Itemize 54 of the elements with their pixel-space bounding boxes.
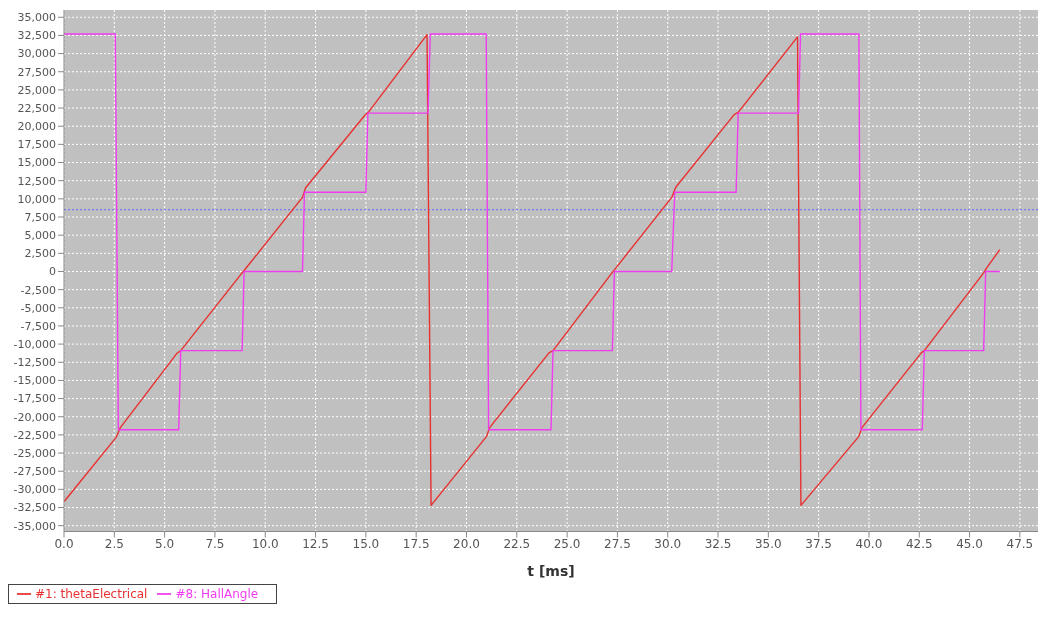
y-tick-label: 22,500 xyxy=(17,101,56,115)
y-tick-label: -2,500 xyxy=(20,283,56,297)
y-tick-label: -10,000 xyxy=(13,338,56,352)
x-tick-label: 37.5 xyxy=(805,537,833,552)
x-tick-label: 10.0 xyxy=(251,537,279,552)
legend-label: #8: HallAngle xyxy=(175,586,259,601)
y-tick-label: -15,000 xyxy=(13,374,56,388)
y-tick-label: 2,500 xyxy=(24,247,56,261)
x-tick-label: 30.0 xyxy=(654,537,682,552)
y-tick-label: 17,500 xyxy=(17,138,56,152)
x-tick-label: 32.5 xyxy=(704,537,732,552)
y-tick-label: 27,500 xyxy=(17,65,56,79)
x-tick-label: 27.5 xyxy=(604,537,631,552)
y-tick-label: -30,000 xyxy=(13,483,56,497)
y-tick-label: 0 xyxy=(49,265,56,279)
x-tick-label: 35.0 xyxy=(754,537,782,552)
x-tick-label: 0.0 xyxy=(54,537,74,552)
x-tick-label: 22.5 xyxy=(503,537,531,552)
y-tick-label: 10,000 xyxy=(17,192,56,206)
x-tick-label: 20.0 xyxy=(453,537,480,552)
x-tick-label: 7.5 xyxy=(205,537,225,552)
y-tick-label: -17,500 xyxy=(13,392,56,406)
y-tick-label: 32,500 xyxy=(17,29,56,43)
y-tick-label: 12,500 xyxy=(17,174,56,188)
y-tick-label: -12,500 xyxy=(13,356,56,370)
y-tick-label: -22,500 xyxy=(13,428,56,442)
y-tick-label: 25,000 xyxy=(17,83,56,97)
x-tick-label: 15.0 xyxy=(352,537,380,552)
y-tick-label: -7,500 xyxy=(20,319,56,333)
line-series xyxy=(64,33,1001,431)
line-series xyxy=(64,34,1001,507)
x-tick-label: 2.5 xyxy=(104,537,124,552)
x-axis-title: t [ms] xyxy=(527,562,575,579)
legend-label: #1: thetaElectrical xyxy=(35,586,148,601)
y-tick-label: 5,000 xyxy=(24,229,56,243)
y-tick-label: -20,000 xyxy=(13,410,56,424)
y-tick-label: -35,000 xyxy=(13,519,56,533)
y-tick-label: 15,000 xyxy=(17,156,56,170)
x-tick-label: 17.5 xyxy=(402,537,430,552)
y-tick-label: 35,000 xyxy=(17,11,56,25)
x-tick-label: 25.0 xyxy=(553,537,581,552)
y-tick-label: 20,000 xyxy=(17,120,56,134)
x-tick-label: 47.5 xyxy=(1006,537,1034,552)
y-tick-label: -5,000 xyxy=(20,301,56,315)
y-tick-label: 7,500 xyxy=(24,210,56,224)
y-tick-label: 30,000 xyxy=(17,47,56,61)
x-tick-label: 12.5 xyxy=(302,537,329,552)
y-tick-label: -25,000 xyxy=(13,446,56,460)
x-tick-label: 45.0 xyxy=(956,537,983,552)
y-tick-label: -32,500 xyxy=(13,501,56,515)
x-tick-label: 40.0 xyxy=(855,537,883,552)
y-tick-label: -27,500 xyxy=(13,465,56,479)
x-tick-label: 42.5 xyxy=(905,537,933,552)
x-tick-label: 5.0 xyxy=(155,537,175,552)
